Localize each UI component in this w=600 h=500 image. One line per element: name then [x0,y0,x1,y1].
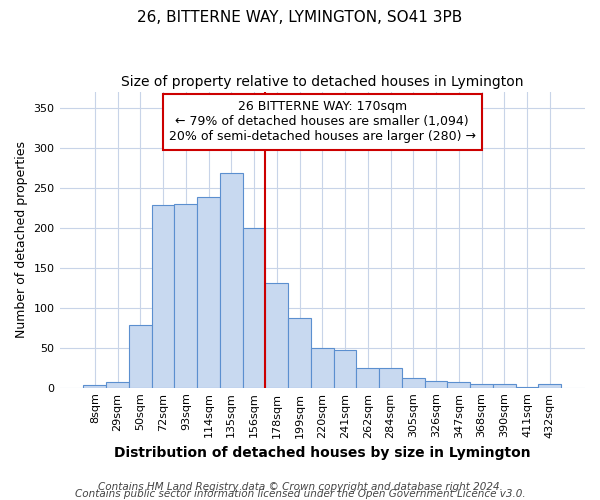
Title: Size of property relative to detached houses in Lymington: Size of property relative to detached ho… [121,75,524,89]
Bar [83,386,106,388]
Bar [265,283,288,388]
Text: 26, BITTERNE WAY, LYMINGTON, SO41 3PB: 26, BITTERNE WAY, LYMINGTON, SO41 3PB [137,10,463,25]
Bar [425,382,448,388]
Bar [538,384,561,388]
Bar [220,173,242,388]
Bar [448,382,470,388]
Bar [152,205,175,388]
Bar [175,204,197,388]
Bar [470,384,493,388]
Bar [129,326,152,388]
Bar [493,384,515,388]
Text: 26 BITTERNE WAY: 170sqm
← 79% of detached houses are smaller (1,094)
20% of semi: 26 BITTERNE WAY: 170sqm ← 79% of detache… [169,100,476,144]
Bar [379,368,402,388]
X-axis label: Distribution of detached houses by size in Lymington: Distribution of detached houses by size … [114,446,530,460]
Text: Contains public sector information licensed under the Open Government Licence v3: Contains public sector information licen… [74,489,526,499]
Bar [402,378,425,388]
Bar [334,350,356,388]
Bar [311,348,334,388]
Bar [515,387,538,388]
Bar [242,228,265,388]
Y-axis label: Number of detached properties: Number of detached properties [15,141,28,338]
Bar [356,368,379,388]
Bar [197,197,220,388]
Text: Contains HM Land Registry data © Crown copyright and database right 2024.: Contains HM Land Registry data © Crown c… [98,482,502,492]
Bar [288,318,311,388]
Bar [106,382,129,388]
